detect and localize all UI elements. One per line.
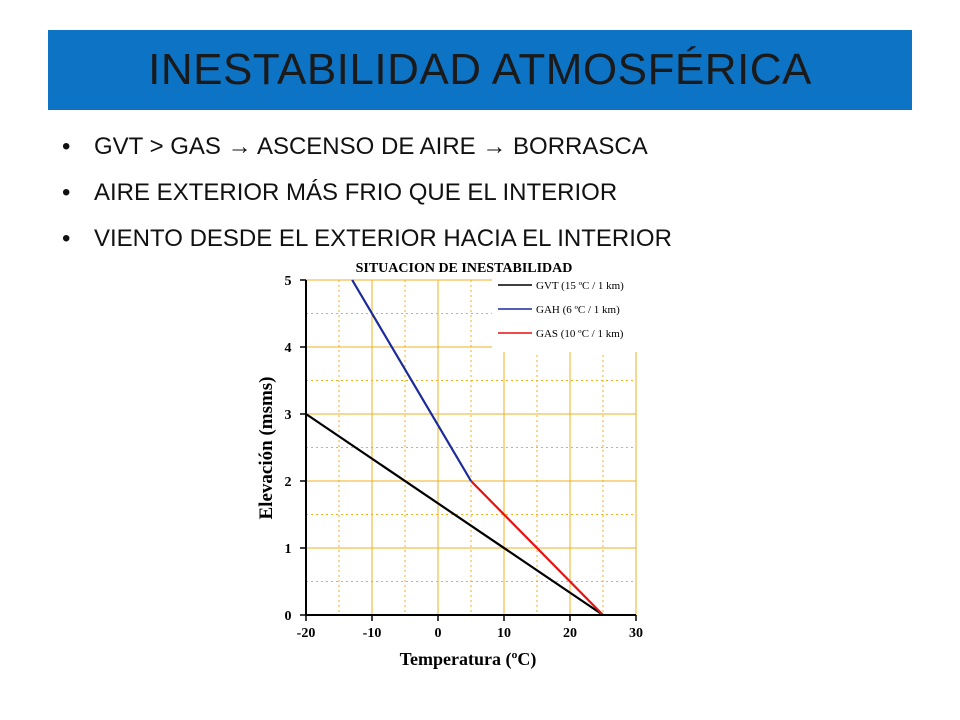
x-tick-label: 0 [435, 626, 442, 641]
instability-chart: GVT (15 ºC / 1 km) GAH (6 ºC / 1 km) GAS (… [256, 261, 660, 670]
axis-ticks: -20 -10 0 10 20 30 0 1 2 3 4 5 [285, 274, 644, 641]
y-tick-label: 4 [285, 341, 292, 356]
title-bar: INESTABILIDAD ATMOSFÉRICA [48, 30, 912, 110]
y-axis-label: Elevación (msms) [256, 376, 277, 519]
legend-label: GAS (10 ºC / 1 km) [536, 328, 624, 340]
y-tick-label: 1 [285, 542, 292, 557]
legend-label: GAH (6 ºC / 1 km) [536, 304, 620, 316]
legend: GVT (15 ºC / 1 km) GAH (6 ºC / 1 km) GAS (… [492, 270, 660, 352]
series-lines [305, 279, 604, 616]
y-tick-label: 3 [285, 408, 292, 423]
slide-title: INESTABILIDAD ATMOSFÉRICA [148, 45, 812, 94]
x-tick-label: 20 [563, 626, 577, 641]
series-line [470, 480, 604, 616]
x-tick-label: -20 [297, 626, 316, 641]
y-tick-label: 2 [285, 475, 292, 490]
legend-box [492, 270, 660, 352]
legend-label: GVT (15 ºC / 1 km) [536, 280, 624, 292]
chart-title: SITUACION DE INESTABILIDAD [356, 261, 573, 276]
bullet-item: AIRE EXTERIOR MÁS FRIO QUE EL INTERIOR [60, 170, 672, 216]
y-tick-label: 0 [285, 609, 292, 624]
y-tick-label: 5 [285, 274, 292, 289]
bullet-list: GVT > GAS → ASCENSO DE AIRE → BORRASCA A… [60, 124, 672, 262]
bullet-item: GVT > GAS → ASCENSO DE AIRE → BORRASCA [60, 124, 672, 170]
bullet-item: VIENTO DESDE EL EXTERIOR HACIA EL INTERI… [60, 216, 672, 262]
series-line [351, 279, 472, 482]
x-tick-label: -10 [363, 626, 382, 641]
x-tick-label: 10 [497, 626, 511, 641]
series-line [305, 413, 604, 616]
x-tick-label: 30 [629, 626, 643, 641]
x-axis-label: Temperatura (ºC) [400, 649, 537, 670]
